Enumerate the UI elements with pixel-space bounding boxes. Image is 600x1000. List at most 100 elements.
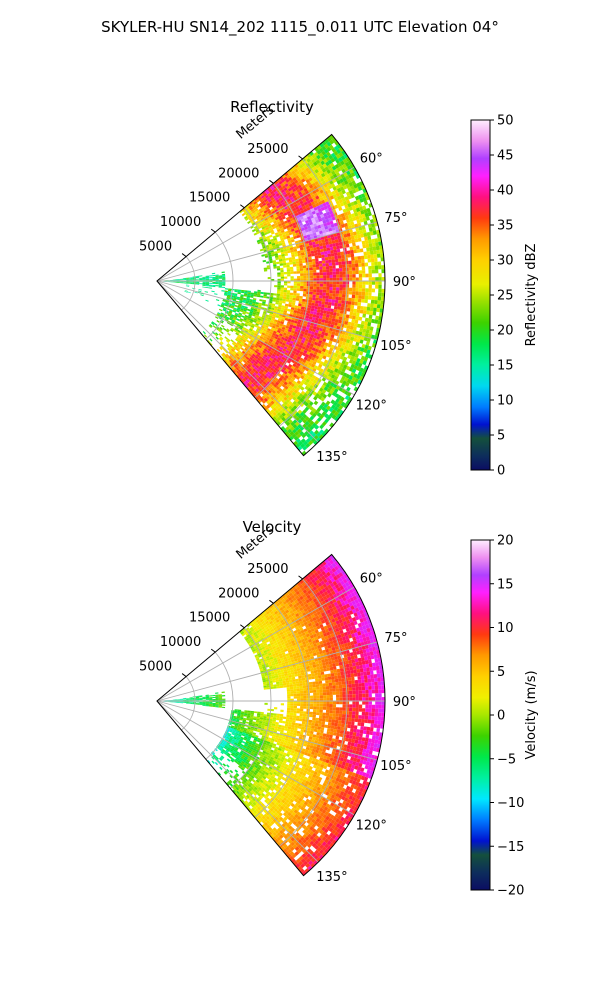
field-cell: [335, 268, 340, 272]
field-cell: [323, 275, 327, 279]
field-cell: [229, 729, 233, 732]
field-cell: [277, 343, 282, 347]
field-cell: [261, 391, 266, 396]
field-cell: [356, 366, 361, 372]
field-cell: [287, 641, 292, 645]
field-cell: [230, 726, 234, 729]
azimuth-tick-label: 90°: [393, 275, 416, 290]
field-cell: [318, 404, 324, 410]
field-cell: [363, 232, 368, 237]
field-cell: [315, 164, 320, 169]
field-cell: [296, 730, 301, 734]
field-cell: [290, 236, 295, 241]
field-cell: [378, 288, 382, 293]
reflectivity-field: [157, 134, 385, 456]
field-cell: [249, 328, 253, 332]
field-cell: [290, 382, 295, 388]
field-cell: [347, 194, 352, 200]
field-cell: [375, 284, 379, 289]
field-cell: [299, 314, 303, 318]
field-cell: [285, 645, 290, 649]
field-cell: [249, 720, 253, 723]
field-cell: [202, 279, 206, 281]
field-cell: [253, 766, 257, 771]
field-cell: [348, 359, 354, 364]
field-cell: [360, 233, 365, 238]
field-cell: [254, 197, 259, 202]
field-cell: [234, 724, 238, 728]
field-cell: [259, 193, 264, 197]
colorbar-tick-label: 25: [497, 289, 514, 304]
field-cell: [236, 717, 240, 721]
field-cell: [270, 740, 274, 744]
field-cell: [247, 751, 251, 755]
field-cell: [300, 288, 304, 292]
field-cell: [273, 626, 278, 631]
field-cell: [273, 330, 277, 334]
field-cell: [239, 751, 244, 755]
field-cell: [380, 257, 385, 262]
field-cell: [279, 647, 284, 651]
field-cell: [290, 330, 295, 334]
field-cell: [355, 207, 361, 213]
field-cell: [351, 213, 356, 218]
field-cell: [248, 787, 253, 792]
field-cell: [310, 201, 316, 206]
field-cell: [198, 290, 202, 292]
field-cell: [265, 373, 270, 378]
field-cell: [292, 300, 296, 303]
field-cell: [236, 370, 240, 375]
field-cell: [281, 232, 286, 236]
field-cell: [326, 278, 330, 281]
field-cell: [346, 325, 351, 330]
field-cell: [242, 746, 247, 750]
field-cell: [263, 192, 268, 197]
field-cell: [253, 394, 258, 399]
field-cell: [265, 734, 270, 738]
field-cell: [271, 303, 276, 307]
field-cell: [232, 730, 237, 733]
field-cell: [250, 225, 254, 229]
field-cell: [297, 414, 303, 419]
field-cell: [259, 715, 264, 718]
field-cell: [303, 217, 308, 222]
field-cell: [290, 708, 294, 711]
field-cell: [267, 672, 272, 676]
field-cell: [285, 753, 290, 757]
field-cell: [264, 652, 268, 656]
field-cell: [348, 190, 354, 195]
field-cell: [312, 291, 317, 295]
field-cell: [273, 351, 278, 356]
field-cell: [249, 791, 254, 796]
field-cell: [380, 304, 384, 309]
field-cell: [342, 158, 348, 164]
field-cell: [244, 777, 248, 782]
field-cell: [261, 777, 265, 782]
field-cell: [255, 657, 260, 661]
field-cell: [272, 664, 276, 668]
field-cell: [241, 322, 245, 326]
field-cell: [293, 354, 298, 359]
field-cell: [363, 220, 368, 226]
field-cell: [262, 245, 266, 249]
field-cell: [273, 771, 278, 776]
field-cell: [260, 240, 265, 244]
field-cell: [262, 208, 267, 212]
field-cell: [288, 215, 293, 220]
field-cell: [296, 310, 301, 314]
field-cell: [244, 367, 249, 371]
field-cell: [234, 734, 238, 737]
field-cell: [239, 298, 243, 301]
field-cell: [290, 319, 295, 323]
field-cell: [263, 650, 268, 654]
field-cell: [292, 380, 297, 385]
field-cell: [324, 215, 329, 220]
field-cell: [258, 790, 263, 795]
field-cell: [262, 628, 267, 632]
field-cell: [256, 239, 261, 243]
field-cell: [321, 145, 327, 151]
field-cell: [176, 279, 180, 280]
field-cell: [245, 733, 249, 736]
field-cell: [312, 267, 317, 271]
field-cell: [244, 750, 249, 754]
